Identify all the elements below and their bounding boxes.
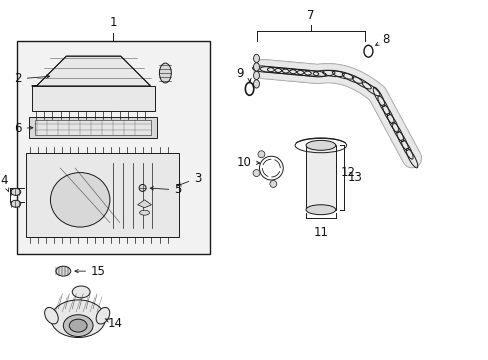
Text: 4: 4 [0, 174, 9, 192]
Ellipse shape [50, 172, 110, 227]
Circle shape [269, 180, 276, 188]
Text: 15: 15 [75, 265, 106, 278]
Ellipse shape [51, 300, 105, 338]
Text: 13: 13 [347, 171, 362, 184]
Bar [305, 145, 335, 210]
Ellipse shape [253, 71, 259, 80]
Text: 8: 8 [375, 33, 389, 46]
Text: 5: 5 [150, 183, 181, 197]
Circle shape [258, 151, 264, 158]
Text: 2: 2 [14, 72, 50, 85]
Ellipse shape [96, 307, 109, 324]
Ellipse shape [305, 140, 335, 150]
Polygon shape [32, 56, 150, 86]
Text: 6: 6 [14, 122, 33, 135]
Ellipse shape [305, 205, 335, 215]
Bar [26, 153, 179, 238]
Bar [17, 41, 209, 254]
Text: 14: 14 [105, 317, 122, 330]
Text: 9: 9 [236, 67, 243, 80]
Text: 11: 11 [313, 226, 328, 239]
Text: 3: 3 [177, 171, 201, 186]
Text: 1: 1 [109, 17, 117, 30]
Ellipse shape [11, 200, 20, 207]
Text: 10: 10 [236, 156, 259, 169]
Ellipse shape [63, 315, 93, 337]
Ellipse shape [139, 210, 149, 215]
Ellipse shape [11, 188, 20, 195]
Ellipse shape [72, 286, 90, 298]
Ellipse shape [253, 80, 259, 88]
Ellipse shape [44, 307, 58, 324]
Ellipse shape [253, 54, 259, 63]
Bar [35, 120, 151, 135]
Ellipse shape [56, 266, 71, 276]
Ellipse shape [253, 63, 259, 71]
Circle shape [252, 170, 260, 176]
Bar [32, 86, 155, 111]
Ellipse shape [159, 63, 171, 83]
Bar [29, 117, 157, 138]
Text: 12: 12 [340, 166, 355, 179]
Polygon shape [137, 200, 151, 208]
Ellipse shape [69, 319, 87, 332]
Circle shape [139, 184, 146, 192]
Text: 7: 7 [306, 9, 314, 22]
